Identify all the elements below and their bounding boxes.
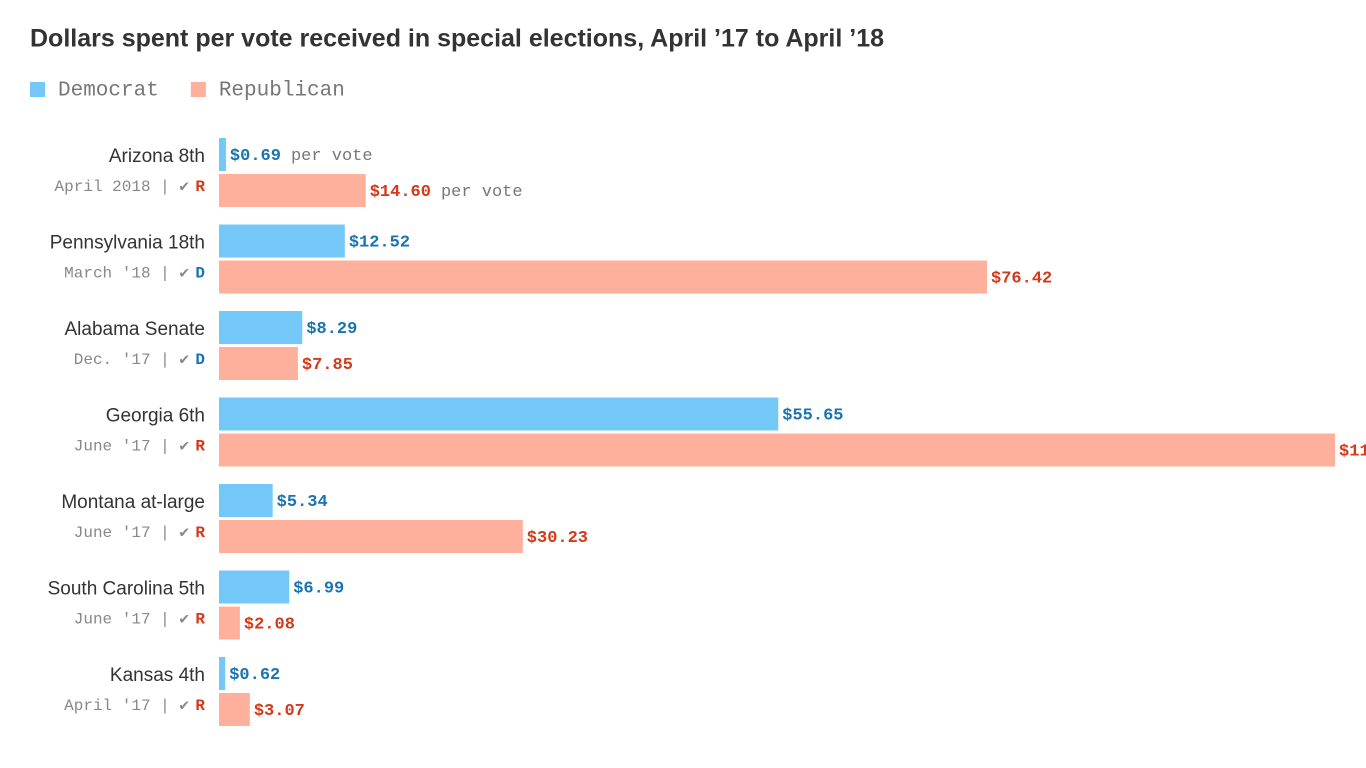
winner-label: R bbox=[195, 611, 205, 629]
value-label: $5.34 bbox=[277, 493, 328, 512]
bar bbox=[219, 347, 298, 380]
legend-swatch bbox=[190, 82, 206, 97]
date-label: June '17 | ✔ bbox=[74, 524, 190, 542]
legend-swatch bbox=[30, 82, 45, 97]
value-label: $3.07 bbox=[254, 702, 305, 721]
value-label: $30.23 bbox=[527, 529, 588, 548]
value-label: $8.29 bbox=[306, 320, 357, 339]
category-label: Pennsylvania 18th bbox=[50, 233, 205, 254]
bar bbox=[219, 606, 240, 640]
date-label: April 2018 | ✔ bbox=[55, 178, 190, 196]
winner-label: D bbox=[195, 351, 205, 369]
value-label: $6.99 bbox=[293, 579, 344, 598]
category-label: Kansas 4th bbox=[110, 665, 205, 686]
legend-label: Democrat bbox=[58, 80, 159, 103]
value-label: $14.60 bbox=[370, 183, 431, 202]
value-label: $2.08 bbox=[244, 615, 295, 634]
unit-note: per vote bbox=[441, 183, 523, 202]
winner-label: R bbox=[195, 524, 205, 542]
bar bbox=[219, 174, 366, 207]
bar bbox=[219, 570, 290, 604]
winner-label: D bbox=[195, 265, 205, 283]
date-label: June '17 | ✔ bbox=[74, 611, 190, 629]
bar bbox=[219, 397, 779, 431]
value-label: $76.42 bbox=[991, 269, 1052, 288]
date-label: March '18 | ✔ bbox=[64, 265, 189, 283]
value-label: $0.69 bbox=[230, 147, 281, 166]
unit-note: per vote bbox=[291, 147, 373, 166]
category-label: Arizona 8th bbox=[109, 146, 205, 167]
value-label: $0.62 bbox=[229, 666, 280, 685]
legend-label: Republican bbox=[219, 80, 345, 103]
date-label: Dec. '17 | ✔ bbox=[74, 351, 190, 369]
bar bbox=[219, 138, 226, 171]
value-label: $55.65 bbox=[782, 406, 843, 425]
bar bbox=[219, 433, 1336, 467]
bar bbox=[219, 520, 523, 553]
bar bbox=[219, 484, 273, 517]
bar bbox=[219, 311, 303, 344]
value-label: $12.52 bbox=[349, 233, 410, 252]
winner-label: R bbox=[195, 697, 205, 715]
category-label: Montana at-large bbox=[61, 492, 205, 513]
value-label: $111.05 bbox=[1339, 442, 1366, 461]
category-label: Alabama Senate bbox=[65, 319, 206, 340]
winner-label: R bbox=[195, 178, 205, 196]
value-label: $7.85 bbox=[302, 356, 353, 375]
bar bbox=[219, 224, 345, 258]
bar bbox=[219, 657, 226, 690]
category-label: South Carolina 5th bbox=[48, 579, 205, 600]
bar bbox=[219, 260, 988, 294]
chart-title: Dollars spent per vote received in speci… bbox=[30, 25, 884, 53]
date-label: June '17 | ✔ bbox=[74, 438, 190, 456]
date-label: April '17 | ✔ bbox=[64, 697, 189, 715]
winner-label: R bbox=[195, 438, 205, 456]
bar bbox=[219, 693, 250, 726]
category-label: Georgia 6th bbox=[106, 406, 205, 427]
